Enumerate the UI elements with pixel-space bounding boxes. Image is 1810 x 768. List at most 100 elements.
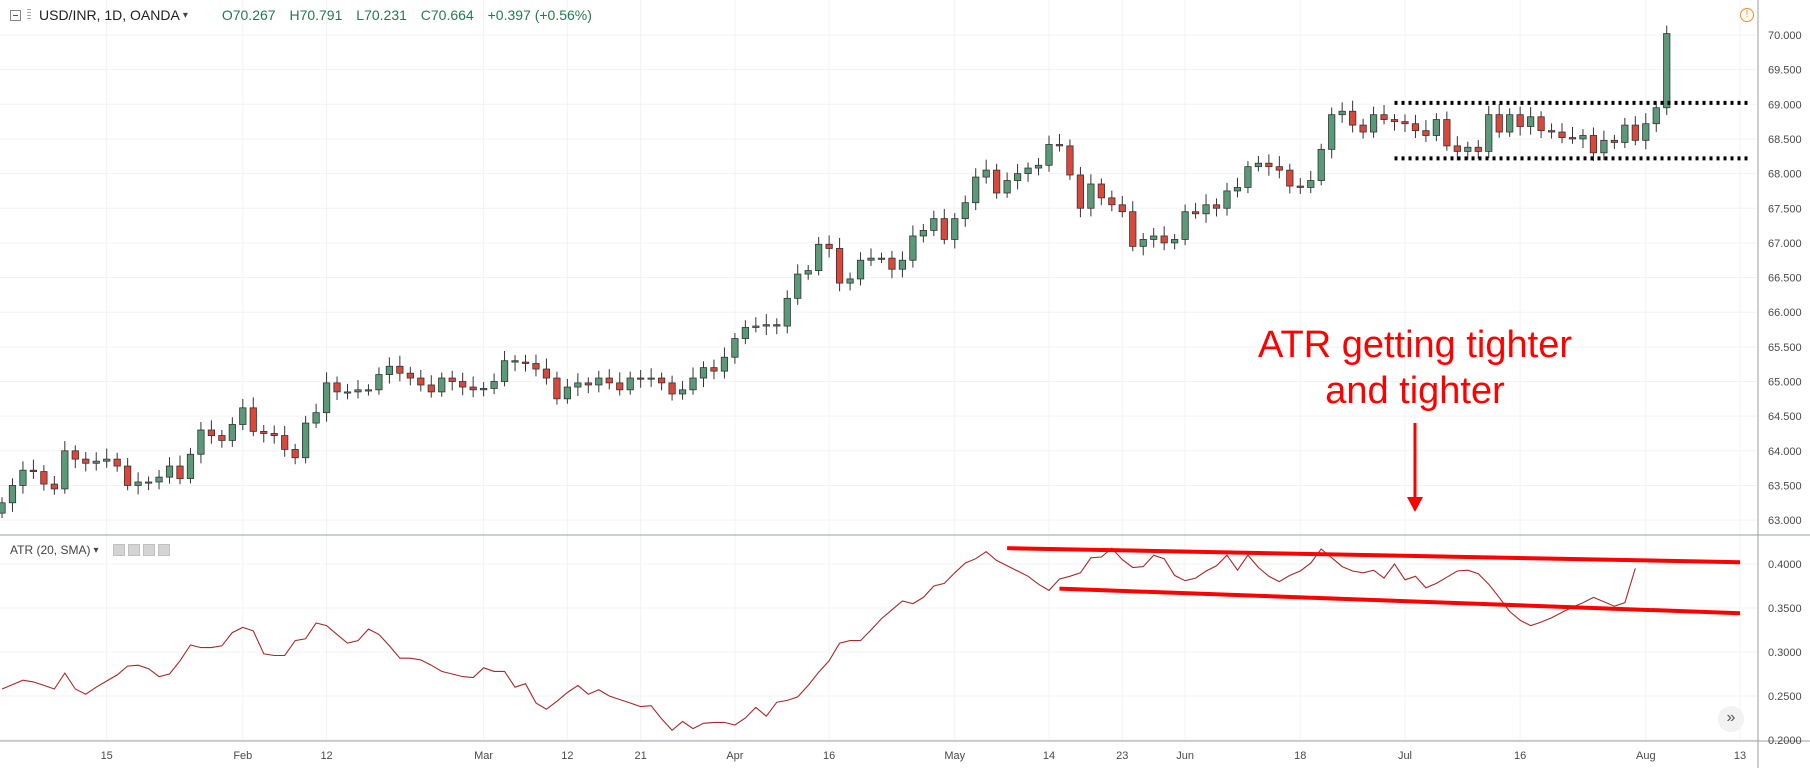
candle-body — [480, 388, 488, 391]
candle-body — [1024, 167, 1032, 174]
candle-body — [647, 377, 655, 380]
warning-icon[interactable]: ! — [1740, 8, 1754, 22]
drag-handle-icon[interactable] — [27, 9, 31, 21]
candle-body — [1474, 146, 1482, 152]
candle-body — [1202, 204, 1210, 215]
time-axis-label: 16 — [1514, 750, 1526, 762]
candle-body — [1485, 114, 1493, 152]
close-icon[interactable] — [157, 544, 170, 556]
candle-body — [783, 297, 791, 327]
price-axis-label: 70.000 — [1768, 30, 1802, 42]
candle-body — [919, 230, 927, 237]
candle-body — [1422, 130, 1430, 136]
eye-icon[interactable] — [112, 544, 125, 556]
atr-axis-label: 0.3000 — [1768, 647, 1802, 659]
candle-body — [1307, 180, 1315, 188]
candle-body — [563, 386, 571, 400]
collapse-icon[interactable] — [10, 9, 21, 21]
candle-body — [553, 377, 561, 400]
candle-body — [1663, 33, 1671, 109]
candle-body — [1516, 114, 1524, 127]
candle-body — [1568, 137, 1577, 140]
candle-body — [1003, 180, 1011, 194]
chevron-down-icon[interactable]: ▾ — [93, 544, 99, 556]
candle-body — [731, 338, 739, 358]
ohlc-values: O70.267 H70.791 L70.231 C70.664 +0.397 (… — [222, 7, 602, 23]
chart-header: USD/INR, 1D, OANDA ▾ O70.267 H70.791 L70… — [0, 0, 602, 30]
time-axis-label: 12 — [561, 750, 573, 762]
candle-body — [155, 476, 163, 483]
candle-body — [228, 424, 236, 441]
atr-axis-label: 0.3500 — [1768, 603, 1802, 615]
candle-body — [302, 422, 310, 459]
candle-body — [605, 377, 613, 384]
time-axis-label: 16 — [823, 750, 835, 762]
scroll-to-latest-icon[interactable]: » — [1718, 706, 1744, 732]
candle-body — [103, 458, 111, 462]
candle-body — [888, 257, 896, 270]
time-axis-label: 14 — [1043, 750, 1055, 762]
add-icon[interactable] — [142, 544, 155, 556]
candle-body — [1411, 123, 1420, 132]
time-axis-label: Jun — [1176, 750, 1194, 762]
chevron-down-icon[interactable]: ▾ — [182, 9, 188, 21]
candle-body — [1066, 145, 1074, 176]
candle-body — [134, 481, 142, 486]
candle-body — [1453, 145, 1461, 152]
settings-icon[interactable] — [127, 544, 140, 556]
candle-body — [1527, 116, 1535, 127]
annotation-arrow-head — [1407, 497, 1423, 512]
candle-body — [1076, 174, 1085, 209]
candle-body — [427, 384, 435, 393]
annotation-line-1: ATR getting tighter — [1257, 324, 1572, 366]
candle-body — [993, 169, 1001, 194]
low-value: L70.231 — [356, 7, 407, 23]
candle-body — [260, 430, 268, 434]
candle-body — [1558, 131, 1566, 138]
candle-body — [1589, 135, 1598, 154]
candle-body — [584, 382, 592, 386]
candle-body — [972, 176, 980, 204]
candle-body — [511, 360, 519, 363]
candle-body — [1160, 235, 1168, 244]
candle-body — [856, 259, 865, 280]
candle-body — [1349, 110, 1357, 126]
indicator-label[interactable]: ATR (20, SMA) — [10, 543, 91, 557]
candle-body — [1432, 119, 1440, 136]
candle-body — [836, 248, 844, 284]
candle-body — [804, 270, 812, 275]
price-axis-label: 67.500 — [1768, 203, 1802, 215]
price-axis-label: 65.500 — [1768, 342, 1802, 354]
time-axis-label: 21 — [635, 750, 647, 762]
candle-body — [448, 377, 456, 382]
candle-body — [375, 374, 383, 391]
price-axis-label: 67.000 — [1768, 238, 1802, 250]
candle-body — [815, 243, 823, 272]
candle-body — [982, 169, 990, 178]
candle-body — [961, 202, 969, 220]
atr-axis-label: 0.4000 — [1768, 559, 1802, 571]
candle-body — [438, 377, 446, 393]
symbol-label[interactable]: USD/INR, 1D, OANDA — [39, 7, 180, 23]
candle-body — [1265, 162, 1273, 168]
candle-body — [1013, 173, 1022, 181]
candle-body — [773, 324, 781, 327]
atr-axis-label: 0.2500 — [1768, 691, 1802, 703]
time-axis-label: 13 — [1734, 750, 1746, 762]
candle-body — [1642, 123, 1650, 141]
candle-body — [1579, 135, 1587, 140]
candle-body — [197, 429, 205, 455]
candle-body — [678, 389, 687, 395]
candle-body — [207, 429, 215, 436]
candle-body — [239, 407, 247, 425]
candle-body — [144, 481, 153, 484]
candle-body — [1506, 114, 1514, 133]
price-axis-label: 66.000 — [1768, 307, 1802, 319]
candle-body — [752, 325, 760, 328]
indicator-tools — [112, 544, 170, 556]
candle-body — [951, 218, 959, 240]
candle-body — [1191, 211, 1200, 215]
candle-body — [469, 386, 477, 391]
open-value: O70.267 — [221, 7, 276, 23]
